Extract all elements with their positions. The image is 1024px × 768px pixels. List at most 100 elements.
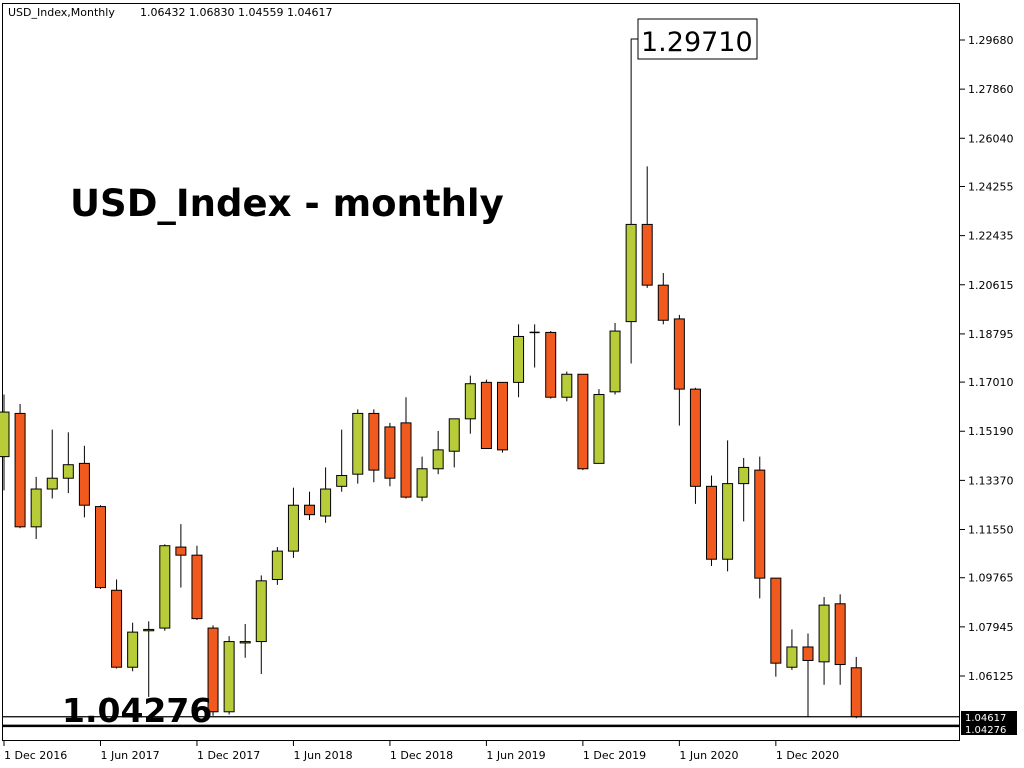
candle-body	[175, 546, 187, 556]
support-price-tag: 1.04276	[965, 725, 1006, 736]
candle-body	[802, 646, 814, 661]
candle	[513, 324, 525, 398]
x-tick-label: 1 Jun 2019	[486, 749, 545, 762]
candle	[416, 456, 428, 502]
candle-body	[689, 388, 701, 487]
candle	[625, 39, 637, 364]
plot-frame	[2, 3, 960, 741]
candle	[529, 324, 540, 368]
candle	[577, 373, 589, 471]
candle-body	[400, 422, 412, 498]
candle-body	[625, 223, 637, 323]
candle-body	[416, 468, 428, 498]
chart-symbol: USD_Index,Monthly	[8, 6, 115, 19]
candle-body	[94, 506, 106, 589]
current-price-tag: 1.04617	[965, 713, 1006, 724]
candle	[78, 445, 90, 518]
candle-body	[30, 488, 42, 528]
y-tick-label: 1.22435	[968, 230, 1014, 243]
y-tick-label: 1.27860	[968, 83, 1014, 96]
candle-body	[722, 483, 734, 560]
candle-body	[545, 331, 557, 398]
y-tick-label: 1.06125	[968, 670, 1014, 683]
candle-body	[78, 462, 90, 506]
candle	[802, 633, 814, 718]
x-tick-label: 1 Dec 2018	[390, 749, 453, 762]
candle	[239, 624, 251, 658]
candle-body	[593, 394, 605, 464]
candle-body	[143, 628, 155, 632]
candle-body	[239, 641, 251, 644]
candle-body	[14, 412, 26, 528]
candle-body	[561, 373, 573, 398]
candle	[287, 487, 299, 558]
candle-body	[577, 373, 589, 470]
candle	[62, 432, 74, 494]
candle	[271, 547, 283, 585]
candle	[722, 440, 734, 572]
candle-body	[818, 604, 830, 663]
candle	[30, 476, 42, 539]
candle-body	[352, 412, 364, 475]
y-tick-label: 1.17010	[968, 376, 1014, 389]
candle	[834, 594, 846, 685]
y-tick-label: 1.26040	[968, 132, 1014, 145]
high-callout: 1.29710	[630, 18, 758, 60]
candle	[754, 456, 766, 599]
y-tick-label: 1.20615	[968, 279, 1014, 292]
candle	[400, 397, 412, 499]
x-tick-label: 1 Dec 2020	[776, 749, 839, 762]
candle	[223, 636, 235, 715]
candle-body	[271, 550, 283, 580]
candle	[850, 656, 862, 719]
high-callout-value: 1.29710	[641, 27, 753, 58]
candle-body	[191, 554, 203, 620]
candlestick-series	[0, 39, 862, 719]
time-axis: 1 Dec 2016 1 Jun 2017 1 Dec 2017 1 Jun 2018…	[3, 741, 839, 762]
candle	[159, 544, 171, 631]
x-tick-label: 1 Jun 2018	[293, 749, 352, 762]
y-tick-label: 1.24255	[968, 180, 1014, 193]
candle-body	[641, 223, 653, 286]
y-tick-label: 1.29680	[968, 34, 1014, 47]
candle-body	[0, 411, 10, 458]
candle	[657, 273, 669, 325]
candle-body	[320, 488, 332, 517]
candle	[786, 629, 798, 670]
high-callout-box	[637, 18, 758, 60]
candle	[561, 371, 573, 402]
candle-body	[513, 335, 525, 383]
x-tick-label: 1 Dec 2016	[4, 749, 67, 762]
candle-body	[304, 504, 316, 516]
candle	[14, 403, 26, 529]
candle	[111, 579, 123, 669]
y-tick-label: 1.15190	[968, 425, 1014, 438]
support-level-label: 1.04276	[62, 691, 212, 730]
candle	[480, 379, 492, 450]
y-tick-label: 1.13370	[968, 474, 1014, 487]
x-tick-label: 1 Dec 2019	[583, 749, 646, 762]
candle-body	[464, 383, 476, 420]
candle-body	[62, 464, 74, 479]
y-tick-label: 1.07945	[968, 621, 1014, 634]
candle	[304, 491, 316, 521]
candle-body	[657, 284, 669, 321]
candle-body	[770, 577, 782, 664]
chart-ohlc: 1.06432 1.06830 1.04559 1.04617	[140, 6, 332, 19]
candle-body	[673, 318, 685, 390]
candle-body	[496, 381, 508, 451]
candle-body	[738, 466, 750, 485]
candle-body	[368, 412, 380, 471]
candle	[496, 381, 508, 453]
candle	[175, 524, 187, 588]
candle	[545, 331, 557, 399]
y-tick-label: 1.11550	[968, 524, 1014, 537]
candle	[432, 430, 444, 475]
candle-body	[287, 504, 299, 552]
support-price-tag-bg	[961, 723, 1017, 735]
x-tick-label: 1 Jun 2020	[679, 749, 738, 762]
candle	[448, 418, 460, 468]
candle-body	[207, 627, 219, 713]
